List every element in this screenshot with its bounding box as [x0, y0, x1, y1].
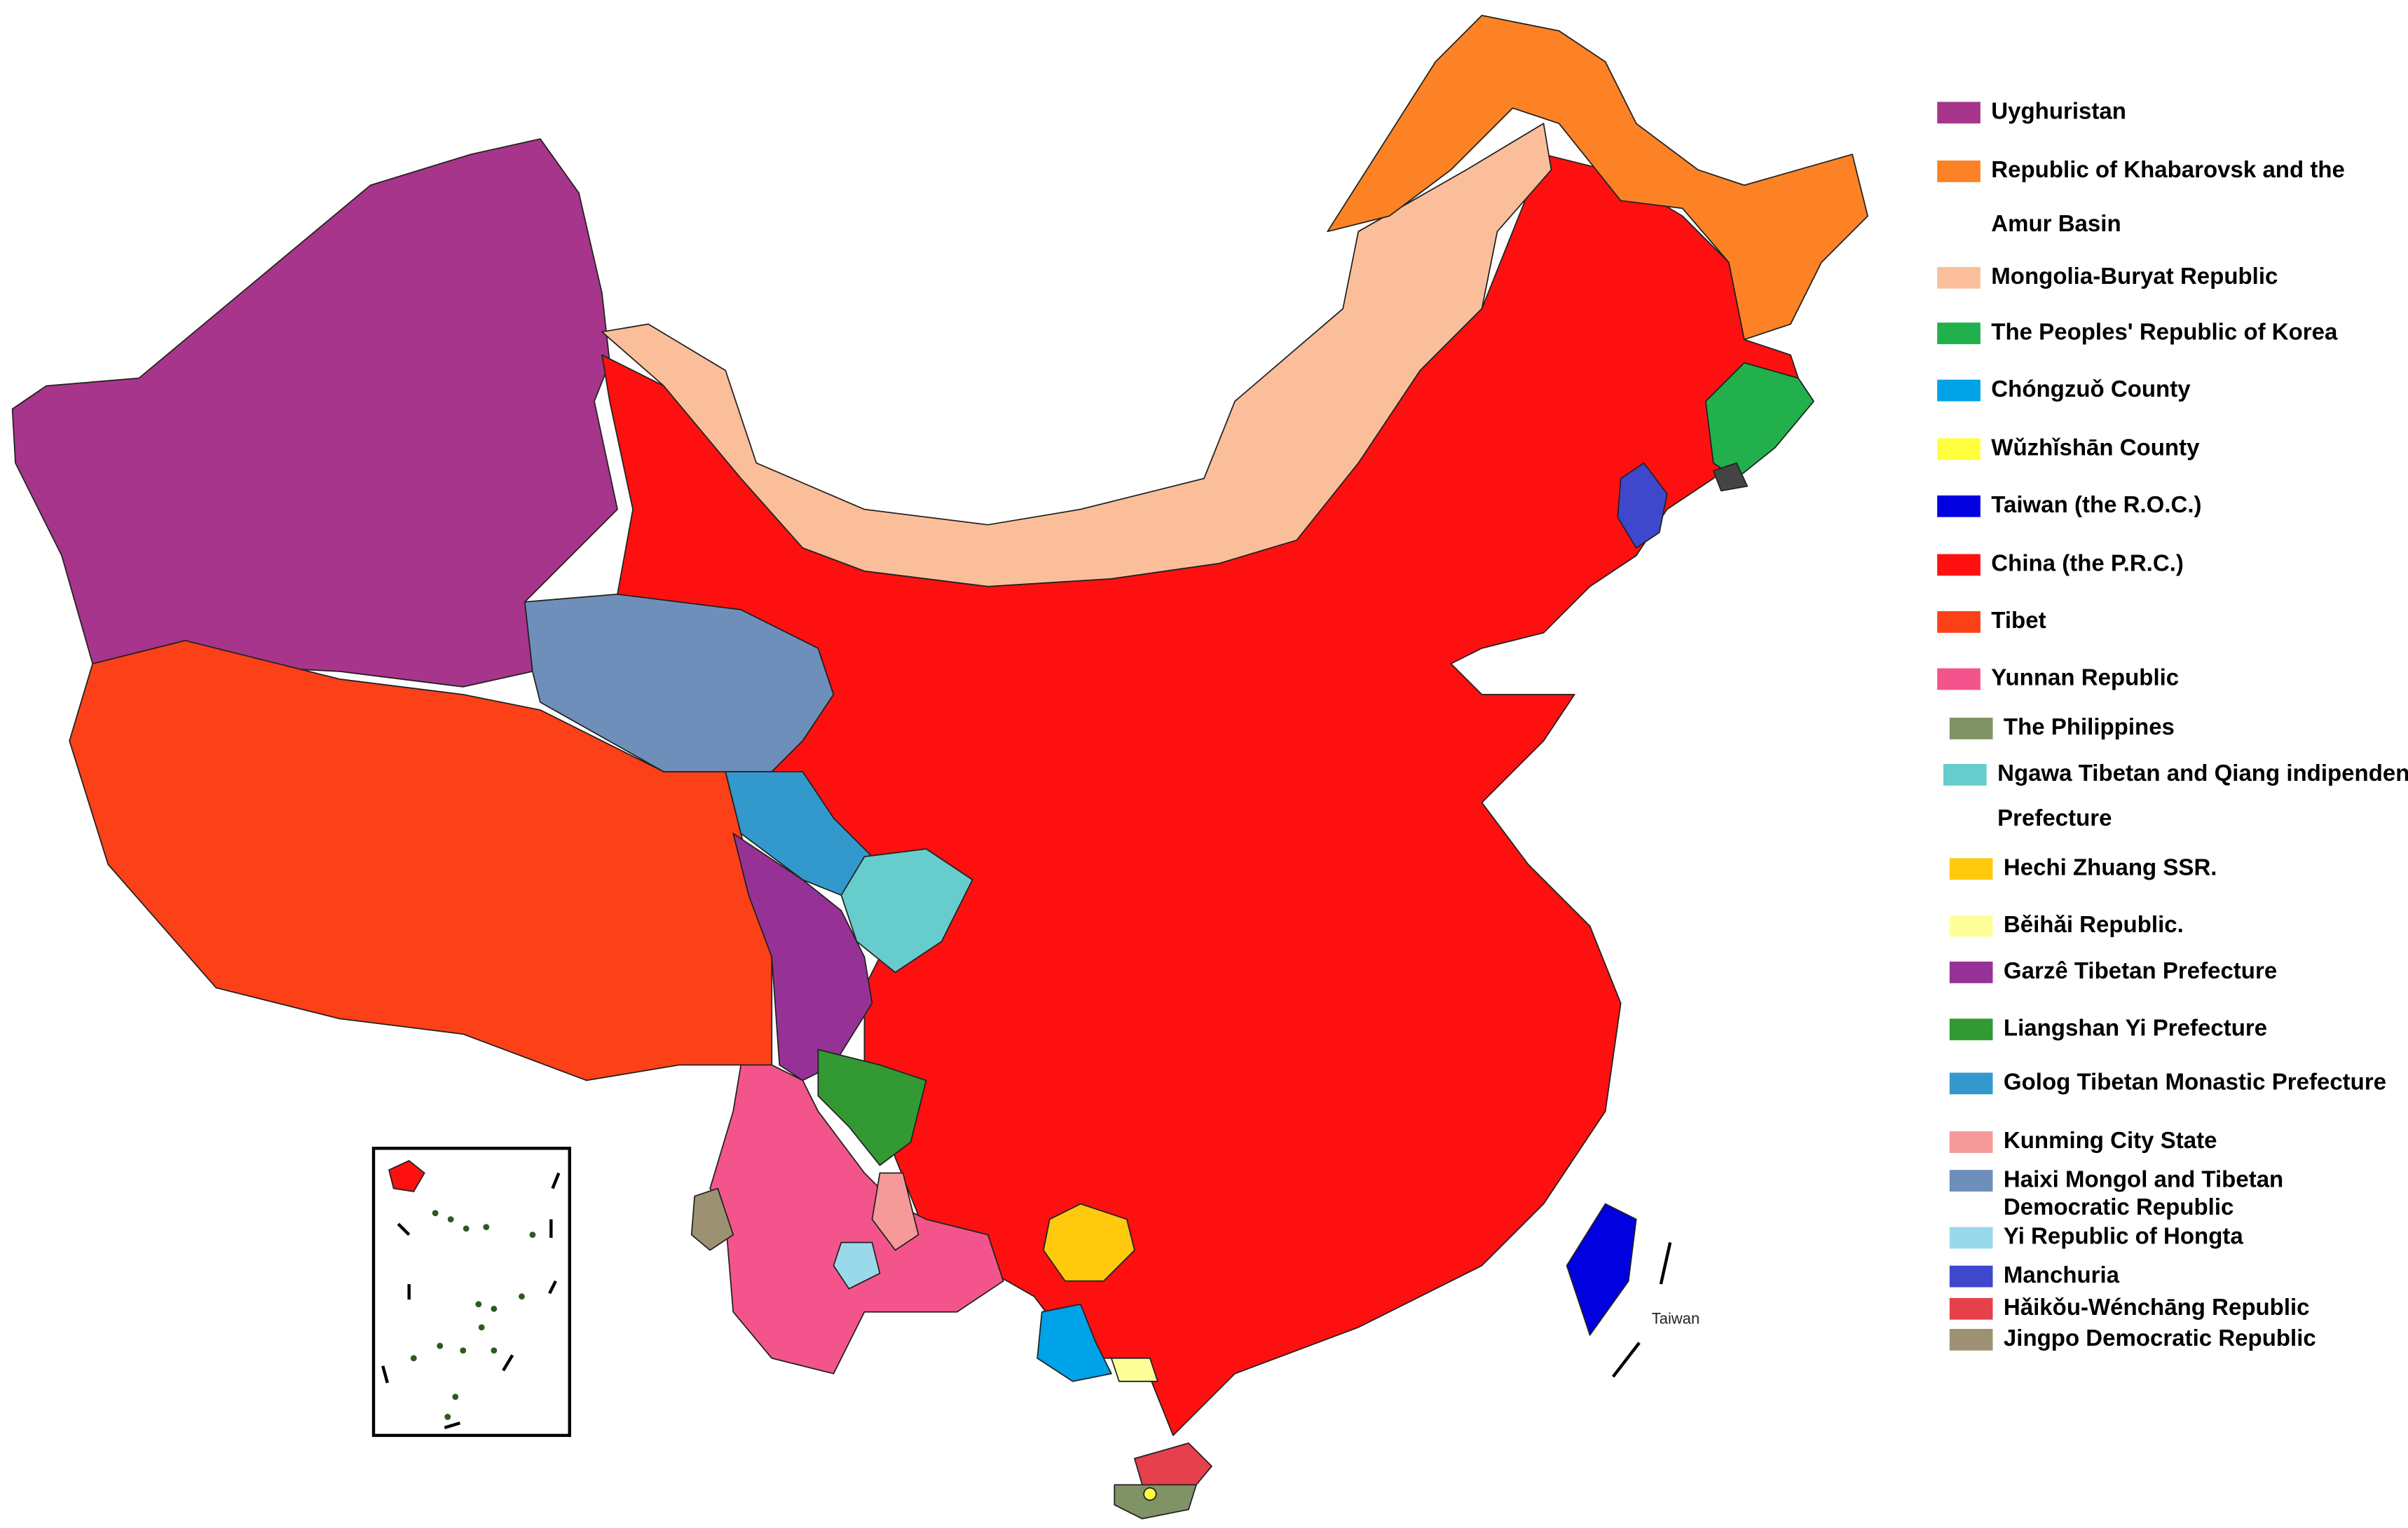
regions: Taiwan	[11, 15, 1868, 1520]
region-haikou	[1134, 1442, 1212, 1486]
legend-label: Prefecture	[1997, 805, 2112, 831]
legend-swatch	[1937, 668, 1981, 690]
legend-label: Jingpo Democratic Republic	[2004, 1325, 2316, 1351]
legend-label: Mongolia-Buryat Republic	[1991, 263, 2278, 289]
legend-swatch	[1937, 102, 1981, 124]
legend-label: Chóngzuǒ County	[1991, 376, 2191, 402]
legend-label: Yi Republic of Hongta	[2004, 1223, 2243, 1249]
region-wuzhishan	[1143, 1487, 1157, 1501]
legend-label: Golog Tibetan Monastic Prefecture	[2004, 1069, 2386, 1095]
region-hechi	[1043, 1203, 1135, 1282]
region-khabarovsk	[1327, 15, 1868, 341]
legend-swatch	[1937, 438, 1981, 461]
legend-swatch	[1949, 915, 1993, 937]
legend-label: Democratic Republic	[2004, 1194, 2233, 1220]
legend-label: Liangshan Yi Prefecture	[2004, 1014, 2267, 1040]
region-yi-hongta	[833, 1241, 881, 1290]
legend-label: Ngawa Tibetan and Qiang indipenden	[1997, 760, 2408, 786]
legend-label: Republic of Khabarovsk and the	[1991, 156, 2345, 182]
legend-swatch	[1937, 322, 1981, 345]
legend-label: Yunnan Republic	[1991, 664, 2179, 690]
legend-label: The Peoples' Republic of Korea	[1991, 318, 2338, 344]
legend-swatch	[1949, 1265, 1993, 1288]
legend-swatch	[1949, 961, 1993, 983]
region-chongzuo	[1037, 1303, 1112, 1382]
region-ngawa	[840, 848, 973, 974]
region-mongolia-buryat	[601, 123, 1552, 587]
legend-label: Wǔzhǐshān County	[1991, 435, 2200, 461]
legend-swatch	[1949, 1227, 1993, 1249]
legend-swatch	[1949, 1018, 1993, 1041]
legend-swatch	[1949, 1072, 1993, 1095]
legend-swatch	[1937, 266, 1981, 289]
legend-swatch	[1937, 161, 1981, 182]
region-liangshan	[817, 1049, 927, 1166]
legend-label: Hǎikǒu-Wénchāng Republic	[2004, 1294, 2310, 1320]
legend-swatch	[1949, 1297, 1993, 1320]
inset-island	[388, 1160, 425, 1192]
region-korea	[1704, 362, 1814, 479]
legend-label: Amur Basin	[1991, 210, 2121, 236]
legend-swatch	[1937, 554, 1981, 576]
legend-swatch	[1949, 858, 1993, 880]
legend-label: Uyghuristan	[1991, 97, 2126, 123]
legend: Uyghuristan Republic of Khabarovsk and th…	[1937, 97, 2408, 1351]
legend-label: Manchuria	[2004, 1262, 2120, 1288]
region-philippines	[1114, 1484, 1197, 1520]
inset-islets	[410, 1210, 536, 1420]
legend-label: Haixi Mongol and Tibetan	[2004, 1166, 2283, 1192]
legend-swatch	[1943, 764, 1987, 786]
map-label: Taiwan	[1652, 1310, 1700, 1328]
inset-marks	[381, 1172, 1672, 1429]
region-coast	[1712, 462, 1749, 492]
legend-label: Taiwan (the R.O.C.)	[1991, 491, 2201, 517]
legend-swatch	[1937, 495, 1981, 517]
region-manchuria	[1617, 462, 1668, 549]
legend-label: Hechi Zhuang SSR.	[2004, 854, 2217, 880]
legend-label: Kunming City State	[2004, 1127, 2217, 1153]
region-jingpo	[690, 1187, 734, 1251]
legend-swatch	[1949, 1328, 1993, 1351]
region-kunming	[871, 1172, 919, 1251]
legend-label: China (the P.R.C.)	[1991, 550, 2184, 576]
legend-label: Garzê Tibetan Prefecture	[2004, 957, 2277, 983]
legend-swatch	[1949, 717, 1993, 739]
legend-label: The Philippines	[2004, 714, 2175, 739]
region-beihai	[1110, 1357, 1158, 1382]
region-taiwan	[1566, 1203, 1637, 1336]
region-tibet	[69, 639, 773, 1082]
legend-swatch	[1949, 1170, 1993, 1192]
inset-frame	[371, 1147, 571, 1438]
legend-swatch	[1949, 1131, 1993, 1153]
legend-swatch	[1937, 379, 1981, 402]
legend-label: Běihǎi Republic.	[2004, 911, 2184, 937]
legend-swatch	[1937, 611, 1981, 633]
legend-label: Tibet	[1991, 607, 2046, 633]
